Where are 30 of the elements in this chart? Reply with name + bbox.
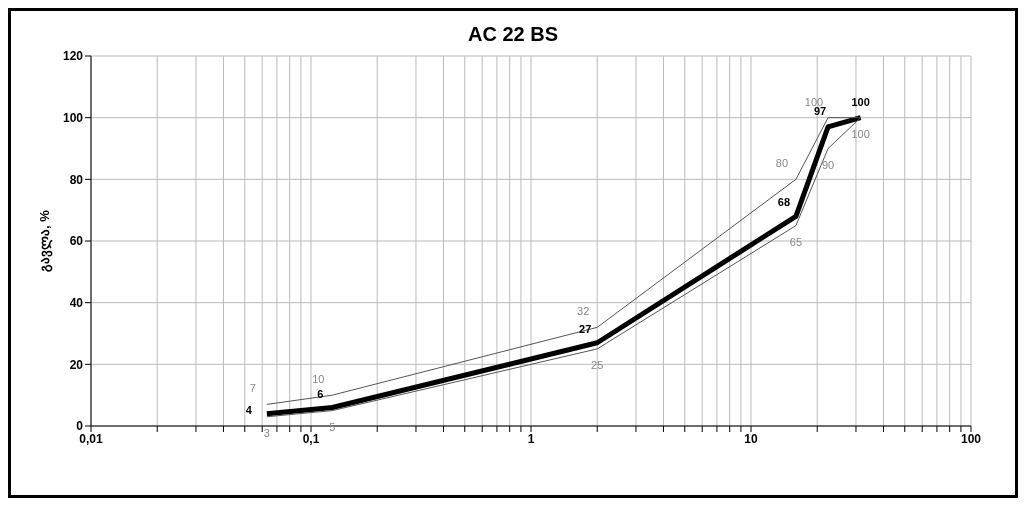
data-label: 27 — [579, 322, 592, 335]
y-tick-label: 0 — [76, 419, 84, 434]
x-tick-label: 100 — [960, 431, 982, 446]
data-label: 100 — [851, 127, 870, 140]
y-tick-label: 120 — [62, 49, 84, 64]
x-tick-label: 1 — [527, 431, 535, 446]
data-label: 90 — [821, 158, 835, 171]
y-tick-label: 100 — [62, 110, 84, 125]
data-label: 100 — [851, 95, 870, 108]
data-label: 6 — [317, 387, 324, 400]
data-label: 65 — [789, 235, 803, 248]
y-tick-label: 40 — [69, 295, 84, 310]
data-label: 10 — [312, 373, 325, 386]
data-label: 32 — [577, 305, 590, 318]
data-label: 3 — [263, 426, 270, 439]
data-label: 68 — [777, 196, 791, 209]
x-tick-label: 0,01 — [79, 431, 103, 446]
y-tick-label: 20 — [69, 357, 84, 372]
data-label: 4 — [245, 403, 253, 416]
chart-title: AC 22 BS — [467, 23, 559, 46]
data-label: 80 — [775, 157, 789, 170]
data-label: 25 — [591, 358, 604, 371]
x-tick-label: 0,1 — [302, 431, 320, 446]
data-label: 100 — [804, 95, 824, 108]
x-tick-label: 10 — [744, 431, 758, 446]
y-tick-label: 80 — [69, 172, 84, 187]
y-tick-label: 60 — [69, 234, 84, 249]
data-label: 5 — [329, 420, 336, 433]
data-label: 7 — [249, 382, 256, 395]
y-axis-title: გავლა, % — [36, 209, 53, 272]
